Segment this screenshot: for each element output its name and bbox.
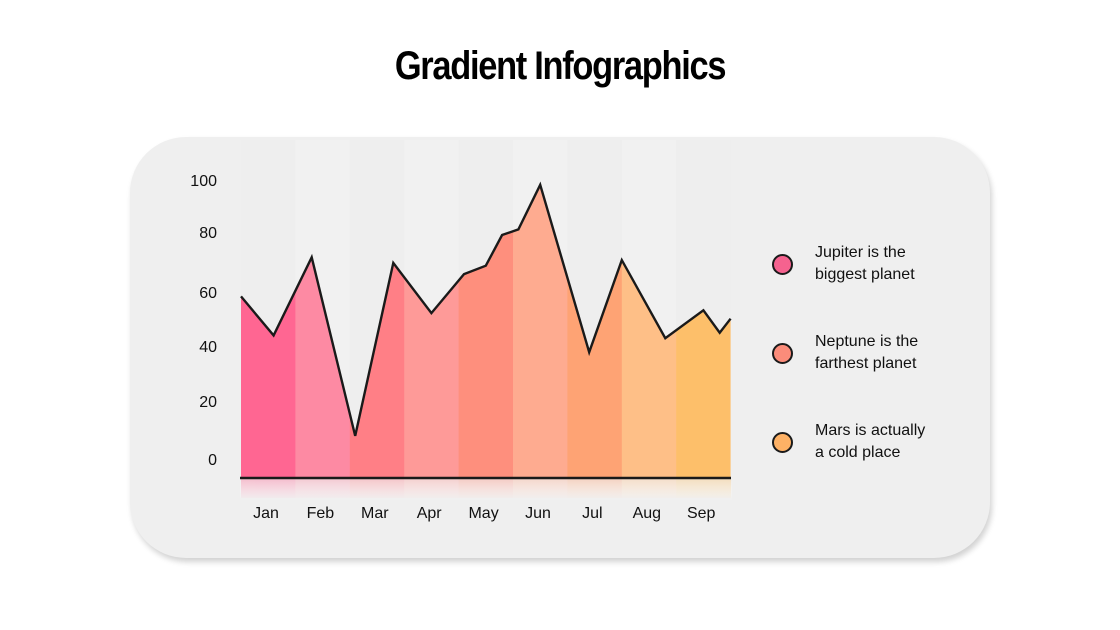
y-tick-label: 20: [199, 394, 217, 411]
legend-label: Neptune is the: [815, 333, 919, 350]
legend-item-mars: Mars is actually a cold place: [772, 420, 945, 464]
y-tick-label: 60: [199, 285, 217, 302]
legend-label: farthest planet: [815, 355, 917, 372]
legend-label: a cold place: [815, 444, 901, 461]
legend-item-jupiter: Jupiter is the biggest planet: [772, 242, 945, 286]
x-tick-label: Apr: [416, 505, 442, 522]
y-tick-label: 100: [190, 173, 217, 190]
x-tick-label: May: [468, 505, 499, 522]
x-tick-label: Sep: [686, 505, 716, 522]
x-tick-label: Feb: [306, 505, 335, 522]
x-tick-label: Jan: [253, 505, 279, 522]
y-tick-label: 0: [208, 452, 217, 469]
x-tick-label: Jun: [525, 505, 551, 522]
legend-dot-icon: [772, 253, 793, 275]
legend-label: Jupiter is the: [815, 244, 906, 261]
legend-dot-icon: [772, 342, 793, 364]
legend-dot-icon: [772, 431, 793, 453]
legend-item-neptune: Neptune is the farthest planet: [772, 331, 945, 375]
x-tick-label: Jul: [582, 505, 603, 522]
legend-label: Mars is actually: [815, 422, 926, 439]
legend-label: biggest planet: [815, 266, 915, 283]
x-tick-label: Aug: [632, 505, 662, 522]
y-tick-label: 40: [199, 339, 217, 356]
data-line: [240, 181, 732, 437]
page-title: Gradient Infographics: [394, 44, 727, 88]
x-tick-label: Mar: [361, 505, 389, 522]
y-tick-label: 80: [199, 225, 217, 242]
